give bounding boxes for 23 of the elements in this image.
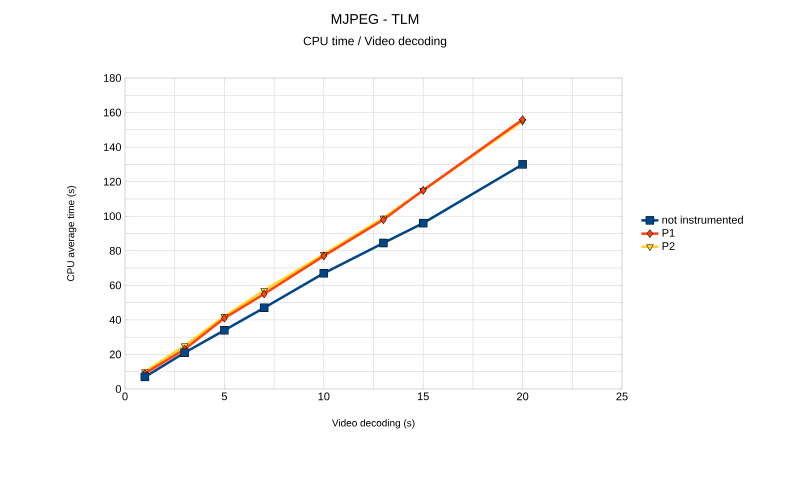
chart-subtitle: CPU time / Video decoding <box>304 36 446 48</box>
chart-title: MJPEG - TLM <box>332 14 418 24</box>
y-tick-label: 180 <box>104 74 122 82</box>
y-tick-label: 100 <box>104 212 122 220</box>
y-tick-label: 0 <box>116 385 122 393</box>
y-tick-label: 80 <box>110 246 122 255</box>
y-tick-label: 120 <box>104 178 122 186</box>
y-tick-label: 60 <box>110 281 122 290</box>
x-axis-title: Video decoding (s) <box>332 419 414 429</box>
legend-label: not instrumented <box>662 216 743 224</box>
x-tick-label: 0 <box>122 392 128 400</box>
x-tick-label: 20 <box>517 392 528 400</box>
y-tick-label: 140 <box>104 143 122 152</box>
y-tick-label: 40 <box>109 316 122 324</box>
x-tick-label: 25 <box>616 392 628 400</box>
x-tick-label: 15 <box>418 392 429 400</box>
x-tick-label: 10 <box>318 392 330 400</box>
y-axis-title: CPU average time (s) <box>66 186 76 282</box>
x-tick-label: 5 <box>222 392 227 400</box>
y-tick-label: 20 <box>110 350 122 358</box>
legend-label: P1 <box>662 229 675 237</box>
y-tick-label: 160 <box>104 108 122 116</box>
legend-label: P2 <box>662 242 675 250</box>
